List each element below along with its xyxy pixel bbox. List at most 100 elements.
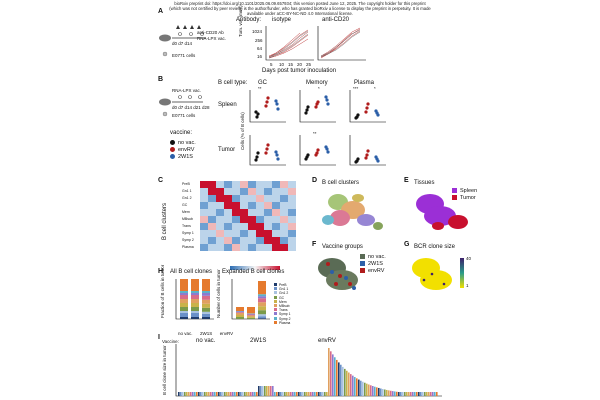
heatmap-cell xyxy=(288,195,296,202)
heatmap-cell xyxy=(264,237,272,244)
heatmap-cell xyxy=(256,181,264,188)
heatmap-cell xyxy=(240,181,248,188)
clone-bar xyxy=(208,392,210,396)
heatmap-cell xyxy=(248,244,256,251)
heatmap-cell xyxy=(208,216,216,223)
stacked-bar-segment xyxy=(247,314,255,316)
clone-bar xyxy=(340,364,342,396)
clone-bar xyxy=(292,392,294,396)
heatmap-cell xyxy=(248,202,256,209)
stacked-bar-segment xyxy=(258,296,266,299)
heatmap-cell xyxy=(224,181,232,188)
stacked-bar-segment xyxy=(191,299,199,303)
stacked-bar-segment xyxy=(180,299,188,303)
clone-bar xyxy=(246,392,248,396)
legend-item: PreB xyxy=(274,283,291,287)
clone-bar xyxy=(264,386,266,396)
heatmap-cell xyxy=(256,202,264,209)
heatmap-cell xyxy=(256,237,264,244)
heatmap-cell xyxy=(224,244,232,251)
heatmap-cell xyxy=(240,237,248,244)
stacked-bars-expanded xyxy=(231,279,270,320)
heatmap-cell xyxy=(280,202,288,209)
clone-bar xyxy=(400,392,402,396)
clone-bar xyxy=(320,392,322,396)
panel-b-days: d0 d7 d14 d21 d28 xyxy=(172,105,210,110)
heatmap-cell xyxy=(264,244,272,251)
stacked-bar-segment xyxy=(191,295,199,299)
clone-bar xyxy=(210,392,212,396)
vaccine-label-i: Vaccine: xyxy=(162,339,179,344)
clone-bar xyxy=(380,388,382,396)
clone-bar xyxy=(258,386,260,396)
scatter-spleen-plasma xyxy=(349,90,386,123)
stacked-bar-segment xyxy=(258,281,266,295)
stacked-bar-segment xyxy=(191,291,199,293)
heatmap-cell xyxy=(272,181,280,188)
clone-bar xyxy=(224,392,226,396)
heatmap-cell xyxy=(288,202,296,209)
clone-bar xyxy=(314,392,316,396)
clone-bar xyxy=(388,390,390,396)
plasma-title: Plasma xyxy=(354,80,375,86)
ytick-64: 64 xyxy=(257,46,263,51)
clone-bar xyxy=(386,389,388,396)
heatmap-cell xyxy=(256,209,264,216)
group-title-2w1s: 2W1S xyxy=(250,338,267,344)
heatmap-cell xyxy=(264,195,272,202)
clone-bar xyxy=(226,392,228,396)
vaccine-legend: no vac. envRV 2W1S xyxy=(170,140,196,161)
clone-bar xyxy=(180,392,182,396)
clone-bar xyxy=(260,386,262,396)
clone-bar xyxy=(322,392,324,396)
clone-bar xyxy=(366,383,368,396)
umap-clusters-title: B cell clusters xyxy=(322,180,360,186)
row-label: MBsub xyxy=(182,217,193,221)
heatmap-cell xyxy=(200,188,208,195)
clone-bar xyxy=(200,392,202,396)
clone-bar xyxy=(306,392,308,396)
heatmap-cell xyxy=(216,223,224,230)
fraction-ylabel: Fraction of B cells in tumor xyxy=(160,264,165,318)
heatmap-cell xyxy=(272,216,280,223)
clone-bar xyxy=(240,392,242,396)
tissues-legend-item: Tumor xyxy=(452,195,477,202)
heatmap-cell xyxy=(256,195,264,202)
number-ylabel: Number of cells in tumor xyxy=(216,269,221,318)
clone-bar xyxy=(408,392,410,396)
sig-memory-spleen: * xyxy=(318,86,320,91)
heatmap-cell xyxy=(288,237,296,244)
stacked-bar-segment xyxy=(180,311,188,313)
clone-bar xyxy=(376,387,378,396)
clone-bar xyxy=(434,392,436,396)
panel-a-days: d0 d7 d14 xyxy=(172,41,193,46)
scatter-spleen-gc xyxy=(249,90,286,123)
clone-bar xyxy=(222,392,224,396)
legend-item: Plasma xyxy=(274,320,291,325)
clone-bar xyxy=(236,392,238,396)
stacked-bar-segment xyxy=(247,315,255,317)
stacked-bar-segment xyxy=(180,279,188,291)
panel-label-g: G xyxy=(404,241,410,248)
stacked-bar-segment xyxy=(258,314,266,317)
heatmap-cell xyxy=(272,202,280,209)
stacked-bar-segment xyxy=(202,295,210,300)
gc-title: GC xyxy=(258,80,267,86)
clone-bar xyxy=(296,392,298,396)
isotype-title: isotype xyxy=(272,17,292,23)
vaccine-groups-legend-item: no vac. xyxy=(360,254,386,261)
tumor-volume-ylabel: Tum. vol. (mm³) xyxy=(238,5,243,37)
heatmap-cell xyxy=(272,209,280,216)
stacked-bar-segment xyxy=(258,298,266,303)
stacked-bar-segment xyxy=(191,307,199,311)
heatmap-cell xyxy=(240,195,248,202)
clone-bar xyxy=(364,382,366,396)
clone-bar xyxy=(186,392,188,396)
row-label: Trans xyxy=(182,224,191,228)
clone-bar xyxy=(256,392,258,396)
heatmap-cell xyxy=(216,237,224,244)
clone-size-bars xyxy=(175,344,442,397)
clone-bar xyxy=(304,392,306,396)
stacked-bar-segment xyxy=(180,313,188,317)
bcell-clusters-ylabel: B cell clusters xyxy=(162,202,168,240)
